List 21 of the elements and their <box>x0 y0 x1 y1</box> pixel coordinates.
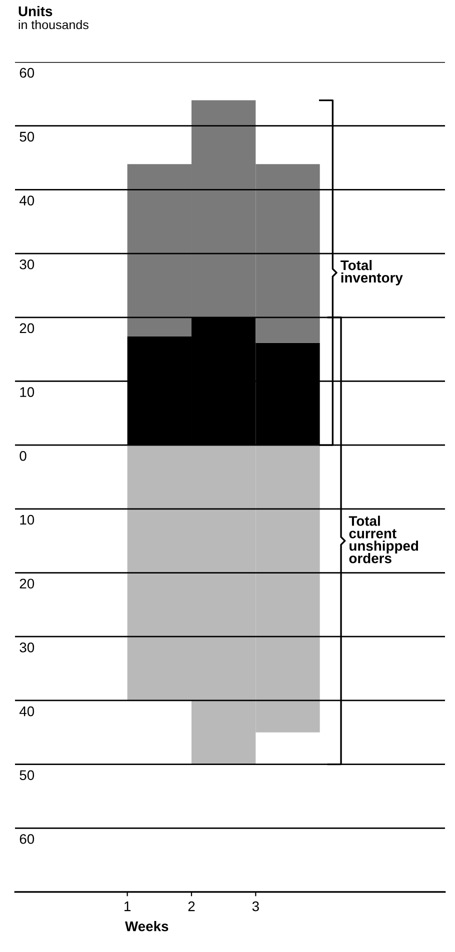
y-tick-label: 40 <box>19 196 34 206</box>
y-tick-label: 60 <box>20 68 34 78</box>
y-tick-label: 20 <box>20 578 34 589</box>
chart-subtitle: in thousands <box>18 20 88 30</box>
chart-title: Units <box>18 6 52 16</box>
x-tick-label: 2 <box>188 901 195 912</box>
y-tick-label: 50 <box>20 770 34 780</box>
y-tick-label: 50 <box>20 132 34 142</box>
x-tick-label: 1 <box>124 902 130 912</box>
y-tick-label: 10 <box>20 387 34 397</box>
x-tick-label: 3 <box>252 901 259 912</box>
y-tick-label: 10 <box>20 514 34 525</box>
x-axis-title: Weeks <box>125 921 168 932</box>
y-tick-label: 40 <box>19 706 34 716</box>
annotation: Total inventory <box>340 260 403 286</box>
y-tick-label: 20 <box>20 323 34 334</box>
y-tick-label: 30 <box>20 642 34 652</box>
y-tick-label: 30 <box>20 259 34 270</box>
annotation: Total current unshipped orders <box>348 516 418 564</box>
y-tick-label: 0 <box>20 451 26 461</box>
y-tick-label: 60 <box>20 834 34 844</box>
